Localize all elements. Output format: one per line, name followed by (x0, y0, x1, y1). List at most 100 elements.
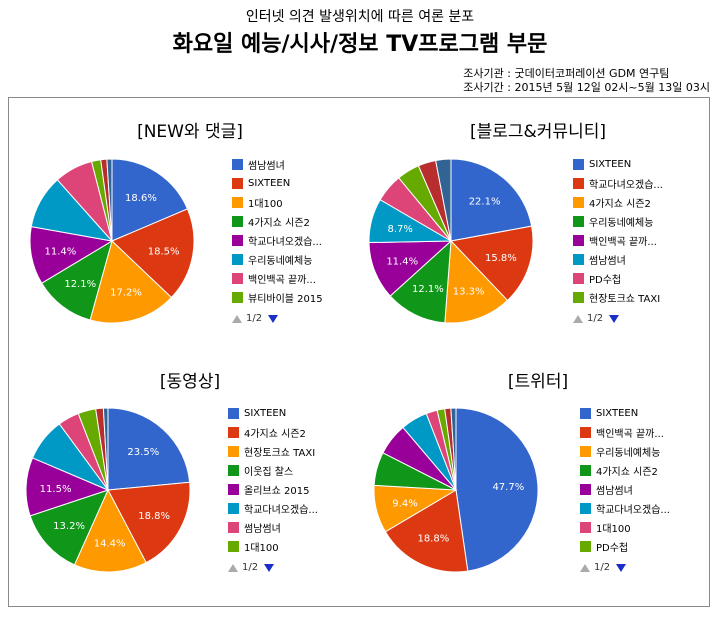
legend-item[interactable]: SIXTEEN (573, 155, 663, 174)
legend-item[interactable]: 학교다녀오겠습... (580, 499, 670, 518)
legend-swatch (228, 408, 239, 419)
pie-slice[interactable] (107, 407, 191, 491)
legend-swatch (580, 408, 591, 419)
legend-swatch (580, 541, 591, 552)
legend-item[interactable]: 1대100 (228, 537, 318, 556)
slice-label: 8.7% (388, 224, 413, 235)
pie-slice[interactable] (450, 225, 534, 302)
legend-label: SIXTEEN (589, 159, 632, 170)
legend-swatch (573, 235, 584, 246)
pie-slice[interactable] (450, 407, 457, 491)
prev-page-icon[interactable] (580, 563, 590, 572)
legend-item[interactable]: 4가지쇼 시즌2 (573, 193, 663, 212)
legend-label: 썸남썸녀 (589, 256, 626, 267)
next-page-icon[interactable] (268, 314, 279, 323)
legend-label: 1대100 (248, 199, 283, 210)
pie-slice[interactable] (435, 158, 452, 242)
legend-item[interactable]: 썸남썸녀 (232, 155, 323, 174)
legend-item[interactable]: 썸남썸녀 (573, 250, 663, 269)
legend-item[interactable]: 썸남썸녀 (228, 518, 318, 537)
pie-slice[interactable] (384, 489, 469, 573)
legend-label: PD수첩 (589, 275, 622, 286)
legend-label: 현장토크쇼 TAXI (589, 294, 661, 305)
next-page-icon[interactable] (264, 563, 275, 572)
legend-item[interactable]: 4가지쇼 시즌2 (228, 423, 318, 442)
legend-item[interactable]: 학교다녀오겠습... (228, 499, 318, 518)
panel-title-news: [NEW와 댓글] (137, 122, 243, 142)
legend-swatch (573, 159, 584, 170)
legend-item[interactable]: 학교다녀오겠습... (232, 231, 323, 250)
next-page-icon[interactable] (616, 563, 627, 572)
prev-page-icon[interactable] (232, 314, 242, 323)
legend-swatch (580, 427, 591, 438)
legend-label: 학교다녀오겠습... (244, 505, 318, 516)
legend-label: SIXTEEN (596, 408, 639, 419)
legend-item[interactable]: SIXTEEN (580, 404, 670, 423)
legend-item[interactable]: 썸남썸녀 (580, 480, 670, 499)
pie-slice[interactable] (29, 489, 109, 566)
legend-item[interactable]: 올리브쇼 2015 (228, 480, 318, 499)
legend-item[interactable]: 우리동네예체능 (573, 212, 663, 231)
legend-swatch (232, 159, 243, 170)
legend-twitter: SIXTEEN 백인백곡 끝까... 우리동네예체능 4가지쇼 시즌2 썸남썸녀 학교다녀… (580, 404, 670, 573)
legend-item[interactable]: 뷰티바이블 2015 (232, 288, 323, 307)
legend-item[interactable]: 백인백곡 끝까... (232, 269, 323, 288)
slice-label: 18.5% (148, 246, 180, 257)
legend-label: 우리동네예체능 (589, 218, 654, 229)
survey-org: 조사기관 : 굿데이터코퍼레이션 GDM 연구팀 (463, 67, 670, 80)
survey-period: 조사기간 : 2015년 5월 12일 02시~5월 13일 03시 (463, 81, 710, 94)
legend-item[interactable]: 이웃집 찰스 (228, 461, 318, 480)
legend-item[interactable]: 백인백곡 끝까... (573, 231, 663, 250)
legend-item[interactable]: 학교다녀오겠습... (573, 174, 663, 193)
legend-swatch (228, 446, 239, 457)
legend-item[interactable]: 1대100 (232, 193, 323, 212)
slice-label: 12.1% (64, 279, 96, 290)
pie-slice[interactable] (106, 158, 113, 242)
legend-item[interactable]: PD수첩 (580, 537, 670, 556)
pie-slice[interactable] (389, 239, 452, 324)
pie-slice[interactable] (107, 481, 191, 564)
legend-swatch (580, 465, 591, 476)
slice-label: 23.5% (127, 447, 159, 458)
legend-swatch (232, 254, 243, 265)
pie-slice[interactable] (40, 239, 113, 321)
prev-page-icon[interactable] (573, 314, 583, 323)
pie-chart-video: 23.5% 18.8% 14.4% 13.2% 11.5% (25, 407, 191, 573)
pie-slice[interactable] (111, 208, 195, 299)
prev-page-icon[interactable] (228, 563, 238, 572)
legend-swatch (228, 484, 239, 495)
page-title: 화요일 예능/시사/정보 TV프로그램 부문 (172, 32, 548, 57)
legend-label: SIXTEEN (248, 178, 291, 189)
pie-slice[interactable] (444, 239, 509, 324)
legend-item[interactable]: 현장토크쇼 TAXI (573, 288, 663, 307)
legend-item[interactable]: 4가지쇼 시즌2 (232, 212, 323, 231)
legend-item[interactable]: 우리동네예체능 (580, 442, 670, 461)
slice-label: 22.1% (469, 197, 501, 208)
legend-swatch (228, 503, 239, 514)
slice-label: 15.8% (485, 253, 517, 264)
legend-item[interactable]: SIXTEEN (228, 404, 318, 423)
legend-swatch (573, 273, 584, 284)
legend-swatch (228, 465, 239, 476)
pie-slice[interactable] (111, 158, 189, 242)
legend-item[interactable]: 현장토크쇼 TAXI (228, 442, 318, 461)
pie-slice[interactable] (89, 240, 173, 324)
legend-item[interactable]: SIXTEEN (232, 174, 323, 193)
pie-slice[interactable] (450, 158, 533, 242)
legend-swatch (228, 522, 239, 533)
legend-item[interactable]: PD수첩 (573, 269, 663, 288)
pie-slice[interactable] (455, 407, 539, 572)
pie-slice[interactable] (73, 488, 147, 573)
legend-label: 학교다녀오겠습... (248, 237, 322, 248)
pie-slice[interactable] (102, 407, 109, 491)
panel-title-twitter: [트위터] (507, 372, 569, 392)
next-page-icon[interactable] (609, 314, 620, 323)
legend-swatch (232, 292, 243, 303)
legend-pager: 1/2 (228, 562, 318, 573)
legend-item[interactable]: 우리동네예체능 (232, 250, 323, 269)
legend-item[interactable]: 4가지쇼 시즌2 (580, 461, 670, 480)
legend-item[interactable]: 백인백곡 끝까... (580, 423, 670, 442)
legend-item[interactable]: 1대100 (580, 518, 670, 537)
legend-label: 올리브쇼 2015 (244, 486, 310, 497)
legend-label: 이웃집 찰스 (244, 467, 294, 478)
